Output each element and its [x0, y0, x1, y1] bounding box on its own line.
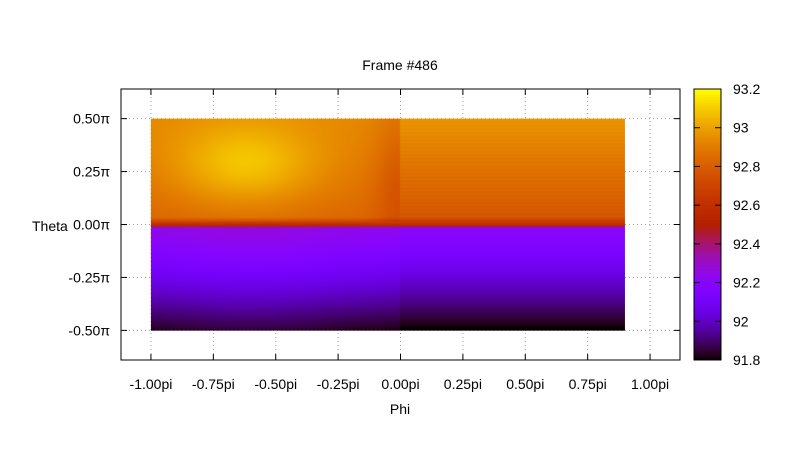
x-tick-label: -0.50pi [254, 376, 297, 392]
x-tick-label: -1.00pi [130, 376, 173, 392]
y-axis-ticks: 0.50π 0.25π 0.00π -0.25π -0.50π [68, 111, 680, 338]
x-tick-label: 0.75pi [569, 376, 607, 392]
colorbar-tick-label: 92.2 [733, 275, 760, 291]
colorbar-ticks: 93.2 93 92.8 92.6 92.4 92.2 92 91.8 [694, 81, 760, 368]
chart-title: Frame #486 [362, 57, 438, 73]
x-axis-label: Phi [390, 401, 410, 417]
y-tick-label: 0.50π [73, 111, 110, 127]
x-tick-label: 0.25pi [444, 376, 482, 392]
colorbar-frame [693, 88, 722, 361]
colorbar-tick-label: 93.2 [733, 81, 760, 97]
y-tick-label: -0.50π [68, 322, 110, 338]
x-tick-label: -0.25pi [317, 376, 360, 392]
colorbar-tick-label: 91.8 [733, 352, 760, 368]
colorbar-tick-label: 92.8 [733, 158, 760, 174]
colorbar-tick-label: 93 [733, 120, 749, 136]
colorbar-gradient [694, 89, 721, 360]
x-tick-label: 1.00pi [631, 376, 669, 392]
colorbar-tick-label: 92.6 [733, 197, 760, 213]
y-tick-label: -0.25π [68, 269, 110, 285]
heatmap-surface [150, 118, 625, 331]
y-axis-label: Theta [32, 218, 68, 234]
colorbar-tick-label: 92 [733, 313, 749, 329]
y-tick-label: 0.00π [73, 217, 110, 233]
y-tick-label: 0.25π [73, 164, 110, 180]
x-tick-label: 0.00pi [381, 376, 419, 392]
x-axis-ticks: -1.00pi -0.75pi -0.50pi -0.25pi 0.00pi 0.25pi… [130, 89, 669, 392]
x-tick-label: -0.75pi [192, 376, 235, 392]
colorbar-tick-label: 92.4 [733, 236, 760, 252]
x-tick-label: 0.50pi [506, 376, 544, 392]
